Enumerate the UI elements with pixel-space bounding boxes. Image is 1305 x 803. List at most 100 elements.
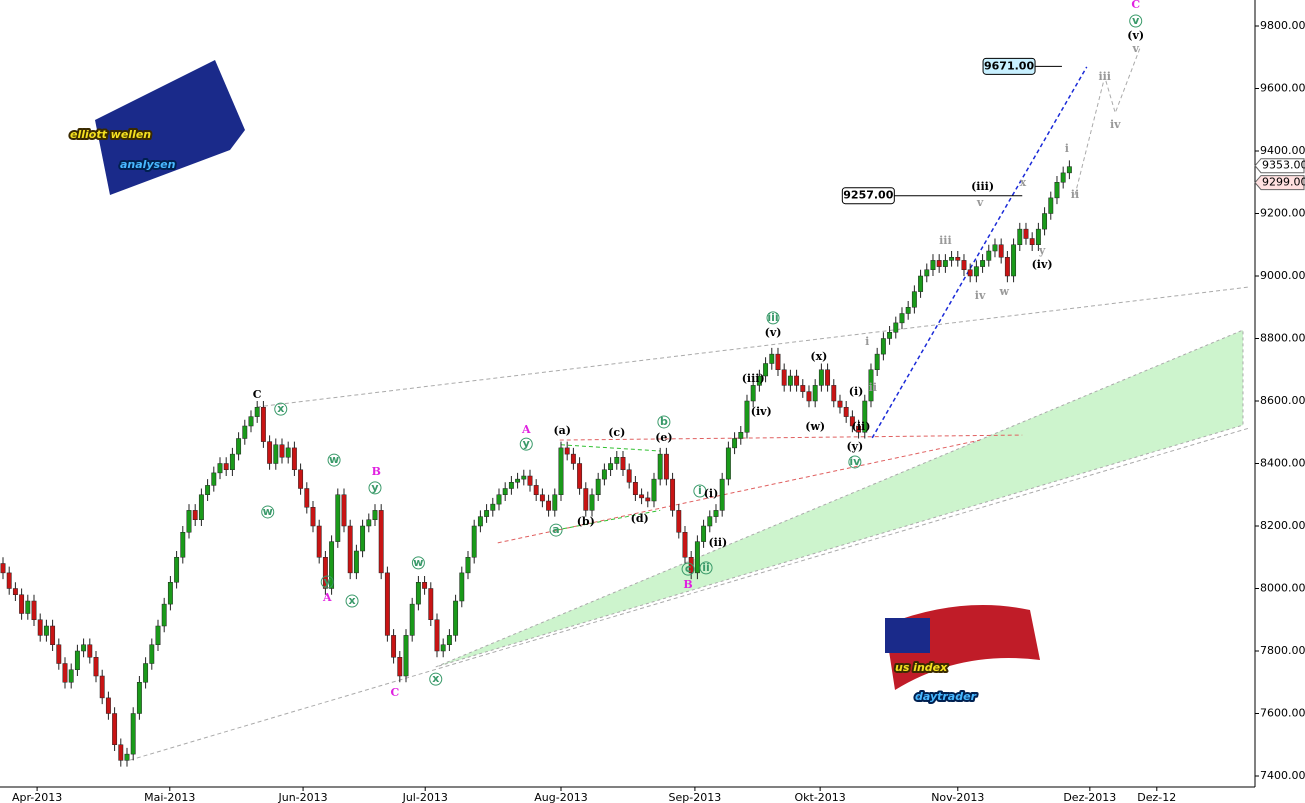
candle-body — [887, 332, 893, 339]
wave-label: C — [390, 686, 399, 699]
candle-body — [577, 463, 583, 489]
wave-circle — [368, 481, 382, 495]
candle-body — [105, 697, 111, 714]
candle-body — [936, 260, 942, 267]
target-label: 9671.00 — [984, 59, 1034, 72]
candle-body — [769, 353, 775, 364]
candle-body — [304, 488, 310, 508]
candle-body — [899, 313, 905, 324]
candle-body — [31, 600, 37, 620]
wave-label: iv — [975, 289, 986, 302]
wave-label: (v) — [765, 326, 782, 339]
candle-body — [384, 572, 390, 636]
candle-body — [732, 438, 738, 449]
candle-body — [738, 432, 744, 439]
candle-body — [490, 503, 496, 511]
candle-body — [459, 572, 465, 602]
wave-circle — [345, 594, 359, 608]
wave-label: A — [521, 423, 531, 436]
candle-body — [918, 275, 924, 292]
candle-body — [291, 447, 297, 470]
candle-body — [484, 510, 490, 517]
y-tick-label: 8200.00 — [1260, 519, 1305, 532]
candle-body — [341, 494, 347, 527]
wave-circle — [549, 523, 563, 537]
candle-body — [614, 457, 620, 464]
wave-label: A — [322, 591, 332, 604]
wave-circle — [848, 455, 862, 469]
wave-label: C — [253, 388, 262, 401]
price-tag — [1254, 175, 1305, 191]
wave-label: y — [1038, 244, 1046, 257]
candle-body — [167, 582, 173, 605]
candle-body — [961, 260, 967, 270]
wave-label: (e) — [655, 431, 672, 444]
wave-label: i — [865, 335, 869, 348]
wave-label: ii — [1071, 188, 1079, 201]
candle-body — [397, 657, 403, 677]
wave-label: (ii) — [708, 536, 727, 549]
wave-label: ii — [869, 381, 877, 394]
candle-body — [409, 603, 415, 636]
candle-body — [1066, 166, 1072, 174]
wave-circle — [327, 453, 341, 467]
candle-body — [831, 385, 837, 402]
target-box — [841, 187, 895, 205]
y-tick-label: 8000.00 — [1260, 582, 1305, 595]
wave-label: a — [552, 523, 559, 536]
candle-body — [6, 572, 12, 589]
wave-label: iv — [1110, 118, 1121, 131]
candle-body — [521, 475, 527, 480]
candle-body — [564, 447, 570, 455]
candle-body — [688, 557, 694, 574]
candle-body — [707, 516, 713, 527]
wave-label: w — [413, 556, 423, 569]
candle-body — [1029, 238, 1035, 245]
candle-body — [50, 625, 56, 645]
candle-body — [1017, 228, 1023, 245]
y-tick-label: 9200.00 — [1260, 207, 1305, 220]
candle-body — [1048, 197, 1054, 214]
x-tick-label: Okt-2013 — [794, 791, 845, 803]
candle-body — [403, 635, 409, 677]
candle-body — [471, 525, 477, 558]
candle-body — [223, 463, 229, 470]
wave-label: y — [523, 437, 530, 450]
candle-body — [601, 469, 607, 480]
logo-text: elliott wellen — [70, 128, 151, 141]
candle-body — [539, 494, 545, 502]
candle-body — [267, 441, 273, 464]
wave-label: y — [371, 481, 378, 494]
wave-label: (v) — [1127, 29, 1144, 42]
candle-body — [1011, 244, 1017, 277]
wave-label: (d) — [631, 512, 649, 525]
candle-body — [0, 563, 6, 574]
wave-label: v — [1132, 14, 1140, 27]
candle-body — [112, 713, 118, 745]
candle-body — [508, 482, 514, 489]
candle-body — [583, 488, 589, 511]
candle-body — [1004, 257, 1010, 277]
trend-line — [1074, 47, 1141, 196]
candle-body — [440, 644, 446, 652]
candle-body — [967, 269, 973, 277]
candle-body — [750, 385, 756, 402]
wave-label: (a) — [553, 424, 571, 437]
wave-label: x — [348, 594, 355, 607]
candle-body — [198, 494, 204, 520]
wave-label: (i) — [849, 385, 864, 398]
candle-body — [874, 353, 880, 370]
candle-body — [316, 525, 322, 558]
candle-body — [880, 338, 886, 355]
candle-body — [260, 407, 266, 442]
candle-body — [477, 516, 483, 527]
wave-circle — [429, 672, 443, 686]
x-tick-label: Sep-2013 — [669, 791, 722, 803]
wave-circle — [320, 575, 334, 589]
wave-circle — [274, 402, 288, 416]
candle-body — [56, 644, 62, 664]
candle-body — [12, 588, 18, 595]
candle-body — [347, 525, 353, 574]
target-box — [982, 57, 1036, 75]
